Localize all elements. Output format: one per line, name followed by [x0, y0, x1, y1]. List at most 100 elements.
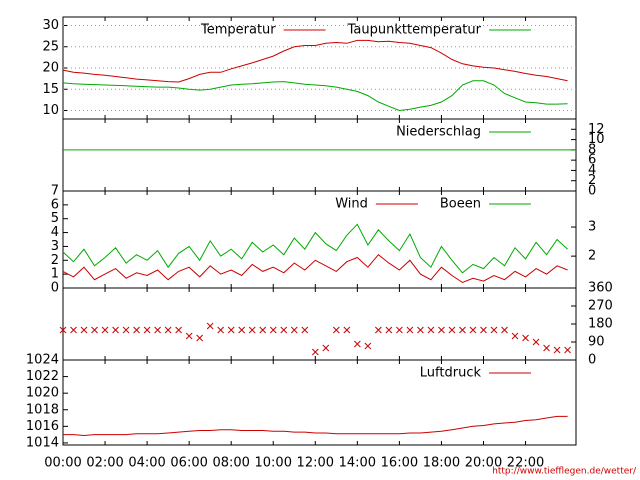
x-tick-label: 00:00 [44, 456, 81, 471]
direction-marker [238, 326, 246, 334]
direction-marker [227, 326, 235, 334]
direction-marker [480, 326, 487, 334]
direction-marker [185, 332, 193, 340]
y-tick-label: 12 [588, 122, 605, 137]
x-tick-label: 22:00 [507, 456, 544, 471]
direction-marker [59, 326, 67, 334]
y-tick-label: 30 [42, 18, 59, 33]
y-tick-label: 1016 [26, 419, 59, 434]
y-tick-label: 4 [588, 163, 596, 178]
direction-marker [469, 326, 477, 334]
direction-marker [438, 326, 445, 334]
direction-marker [206, 322, 214, 330]
direction-marker [70, 326, 77, 334]
direction-marker [154, 326, 161, 334]
direction-marker [91, 326, 98, 334]
direction-marker [322, 344, 330, 352]
y-tick-label: 15 [42, 82, 59, 97]
plot-frame [62, 359, 577, 446]
direction-marker [406, 326, 414, 334]
y-tick-label: 2 [588, 173, 596, 188]
direction-marker [417, 326, 424, 334]
direction-marker [532, 338, 540, 346]
x-tick-label: 16:00 [381, 456, 418, 471]
direction-marker [196, 334, 204, 342]
series-line [62, 223, 568, 274]
legend-label: Wind [335, 197, 368, 212]
y-tick-label: 1014 [26, 435, 59, 450]
direction-marker [375, 326, 382, 334]
direction-marker [448, 326, 456, 334]
y-tick-label: 1018 [26, 402, 59, 417]
x-tick-label: 14:00 [339, 456, 376, 471]
series-line [62, 254, 568, 284]
direction-marker [353, 340, 361, 348]
direction-marker [248, 326, 256, 334]
series-line [62, 39, 568, 83]
direction-marker [543, 344, 550, 352]
y-tick-label: 1022 [26, 369, 59, 384]
y-tick-label: 7 [51, 184, 59, 199]
y-tick-label: 270 [588, 299, 613, 314]
y-tick-label: 10 [42, 103, 59, 118]
direction-marker [501, 326, 508, 334]
series-line [62, 80, 568, 112]
x-tick-label: 08:00 [212, 456, 249, 471]
y-tick-label: 3 [588, 220, 596, 235]
x-tick-label: 02:00 [86, 456, 123, 471]
y-tick-label: 4 [51, 225, 59, 240]
direction-marker [80, 326, 88, 334]
direction-marker [385, 326, 393, 334]
y-tick-label: 2 [51, 253, 59, 268]
legend-label: Luftdruck [420, 366, 482, 381]
x-tick-label: 18:00 [423, 456, 460, 471]
x-tick-label: 04:00 [128, 456, 165, 471]
y-tick-label: 25 [42, 39, 59, 54]
direction-marker [332, 326, 340, 334]
footer-link: http://www.tiefflegen.de/wetter/ [492, 467, 637, 477]
direction-marker [217, 326, 225, 334]
direction-marker [122, 326, 130, 334]
direction-marker [112, 326, 119, 334]
direction-marker [301, 326, 309, 334]
direction-marker [101, 326, 109, 334]
direction-marker [269, 326, 277, 334]
y-tick-label: 3 [51, 239, 59, 254]
x-tick-label: 12:00 [297, 456, 334, 471]
direction-marker [259, 326, 267, 334]
legend-label: Temperatur [200, 23, 276, 38]
y-tick-label: 0 [588, 184, 596, 199]
y-tick-label: 8 [588, 142, 596, 157]
x-tick-label: 10:00 [255, 456, 292, 471]
direction-marker [364, 342, 372, 350]
y-tick-label: 6 [51, 197, 59, 212]
direction-marker [564, 346, 571, 354]
y-tick-label: 360 [588, 281, 613, 296]
direction-marker [133, 326, 140, 334]
series-line [63, 415, 568, 437]
direction-marker [459, 326, 466, 334]
y-tick-label: 20 [42, 61, 59, 76]
y-tick-label: 1024 [26, 353, 59, 368]
y-tick-label: 1 [51, 267, 59, 282]
direction-marker [311, 348, 319, 356]
direction-marker [143, 326, 151, 334]
y-tick-label: 6 [588, 153, 596, 168]
direction-marker [522, 334, 529, 342]
x-tick-label: 06:00 [170, 456, 207, 471]
direction-marker [511, 332, 519, 340]
direction-marker [164, 326, 172, 334]
y-tick-label: 5 [51, 211, 59, 226]
direction-marker [175, 326, 182, 334]
legend-label: Taupunkttemperatur [347, 23, 482, 38]
legend-label: Niederschlag [396, 125, 481, 140]
y-tick-label: 0 [51, 281, 59, 296]
y-tick-label: 90 [588, 335, 605, 350]
direction-marker [553, 346, 561, 354]
y-tick-label: 2 [588, 249, 596, 264]
direction-marker [427, 326, 435, 334]
legend-label: Boeen [440, 197, 481, 212]
y-tick-label: 180 [588, 317, 613, 332]
direction-marker [396, 326, 403, 334]
